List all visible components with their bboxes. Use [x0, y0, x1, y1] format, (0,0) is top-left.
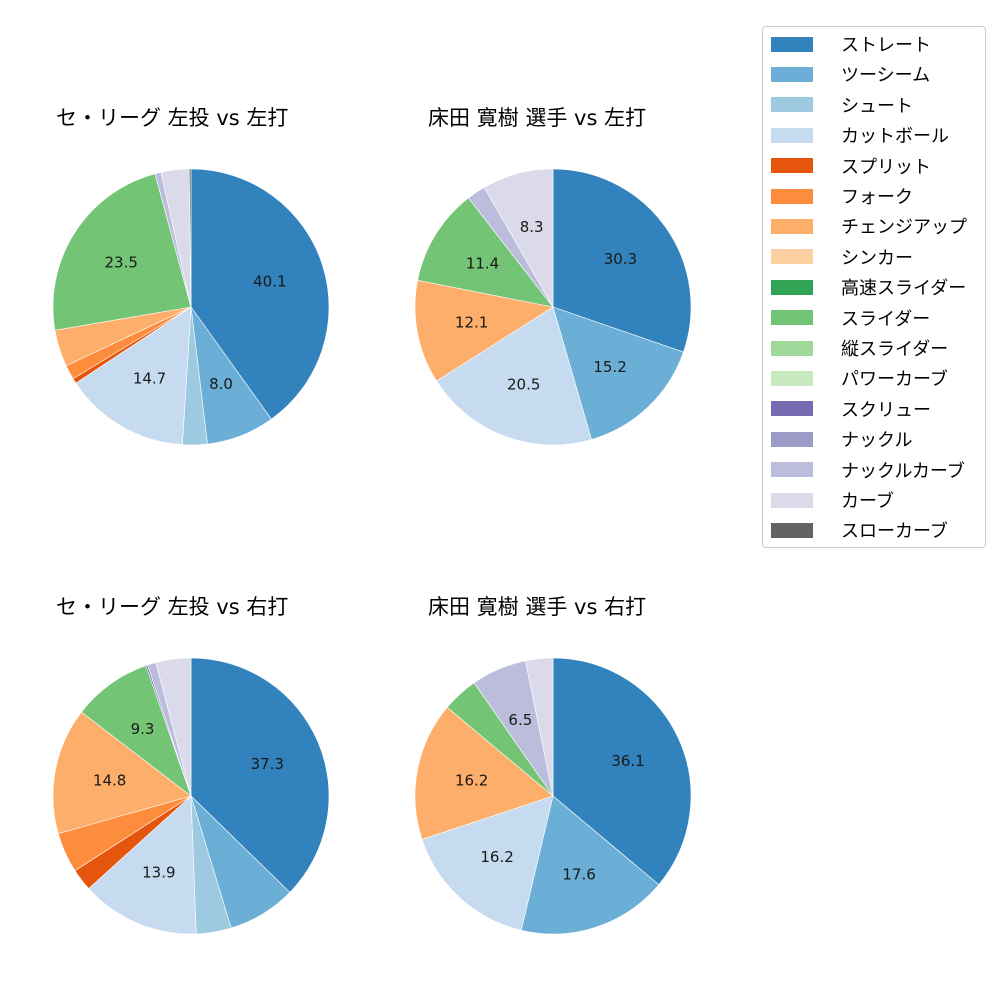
- slice-value-label: 14.8: [93, 771, 126, 789]
- slice-value-label: 16.2: [480, 848, 513, 866]
- chart-title: 床田 寛樹 選手 vs 右打: [428, 595, 647, 619]
- pie-slice-カットボール: [88, 795, 197, 935]
- legend-swatch: [771, 431, 813, 447]
- pie-slice-カーブ: [483, 168, 554, 309]
- pie-slice-スライダー: [81, 665, 192, 797]
- legend-swatch: [771, 370, 813, 386]
- slice-value-label: 36.1: [611, 752, 644, 770]
- pie-slice-ストレート: [190, 168, 330, 420]
- pie-slice-カットボール: [436, 306, 592, 446]
- legend-label: スプリット: [841, 156, 931, 178]
- slice-value-label: 37.3: [251, 755, 284, 773]
- legend-swatch: [771, 279, 813, 295]
- legend-swatch: [771, 310, 813, 326]
- legend-swatch: [771, 522, 813, 538]
- legend-swatch: [771, 249, 813, 265]
- pie-slice-ストレート: [190, 657, 330, 893]
- legend-item: 高速スライダー: [771, 276, 967, 300]
- chart-title: セ・リーグ 左投 vs 左打: [56, 106, 289, 130]
- pie-slice-チェンジアップ: [52, 711, 192, 835]
- legend-swatch: [771, 127, 813, 143]
- legend-label: シュート: [841, 95, 913, 117]
- slice-value-label: 20.5: [507, 375, 540, 393]
- legend-item: フォーク: [771, 185, 913, 208]
- pie-slice-スローカーブ: [188, 168, 192, 308]
- legend-label: 縦スライダー: [841, 339, 949, 360]
- pie-slice-ストレート: [552, 657, 692, 886]
- legend-item: 縦スライダー: [771, 337, 949, 360]
- legend-label: ツーシーム: [841, 65, 931, 87]
- pie-slice-ツーシーム: [520, 795, 660, 935]
- legend-item: ナックルカーブ: [771, 459, 965, 482]
- legend-label: 高速スライダー: [841, 278, 967, 300]
- legend-item: パワーカーブ: [771, 367, 948, 391]
- legend-swatch: [771, 401, 813, 417]
- pie-slice-ストレート: [552, 168, 692, 353]
- pie-slice-カーブ: [155, 657, 192, 797]
- legend-label: シンカー: [841, 247, 913, 269]
- slice-value-label: 8.3: [520, 218, 544, 236]
- slice-value-label: 12.1: [455, 313, 488, 331]
- legend-swatch: [771, 36, 813, 52]
- legend-label: スローカーブ: [841, 521, 948, 543]
- pie-slice-カットボール: [421, 795, 554, 931]
- slice-value-label: 9.3: [131, 720, 155, 738]
- pie-slice-チェンジアップ: [414, 706, 554, 840]
- pie-slice-カーブ: [525, 657, 554, 797]
- legend-label: カットボール: [841, 126, 949, 148]
- slice-value-label: 14.7: [133, 370, 166, 388]
- legend-label: ストレート: [841, 35, 931, 56]
- legend-swatch: [771, 340, 813, 356]
- legend-label: フォーク: [841, 187, 913, 208]
- legend-item: スクリュー: [771, 398, 931, 421]
- legend-item: チェンジアップ: [771, 215, 967, 239]
- legend-label: スクリュー: [841, 399, 931, 421]
- chart-title: 床田 寛樹 選手 vs 左打: [428, 106, 647, 130]
- slice-value-label: 23.5: [105, 253, 138, 271]
- slice-value-label: 40.1: [253, 273, 286, 291]
- legend-swatch: [771, 218, 813, 234]
- legend-item: ストレート: [771, 33, 931, 56]
- legend-swatch: [771, 66, 813, 82]
- legend-item: カットボール: [771, 124, 949, 148]
- legend-item: カーブ: [771, 489, 894, 512]
- legend-label: ナックルカーブ: [841, 460, 965, 482]
- legend-label: チェンジアップ: [841, 217, 967, 239]
- legend-label: カーブ: [841, 491, 894, 512]
- legend-item: ツーシーム: [771, 63, 931, 87]
- slice-value-label: 11.4: [466, 255, 499, 273]
- pie-slice-カットボール: [75, 306, 192, 446]
- legend: ストレートツーシームシュートカットボール スプリットフォークチェンジアップ シンカー…: [762, 26, 986, 548]
- slice-value-label: 17.6: [562, 866, 595, 884]
- legend-swatch: [771, 188, 813, 204]
- legend-item: スライダー: [771, 307, 931, 330]
- legend-item: シュート: [771, 94, 913, 117]
- slice-value-label: 15.2: [593, 358, 626, 376]
- slice-value-label: 30.3: [604, 250, 637, 268]
- pie-slice-スライダー: [52, 173, 192, 331]
- legend-label: パワーカーブ: [841, 369, 948, 391]
- legend-item: スプリット: [771, 155, 931, 178]
- legend-item: シンカー: [771, 246, 913, 269]
- legend-label: スライダー: [841, 308, 931, 330]
- legend-swatch: [771, 492, 813, 508]
- slice-value-label: 6.5: [508, 711, 532, 729]
- slice-value-label: 16.2: [455, 771, 488, 789]
- legend-item: スローカーブ: [771, 519, 948, 543]
- legend-swatch: [771, 97, 813, 113]
- chart-title: セ・リーグ 左投 vs 右打: [56, 595, 289, 619]
- pie-slice-スライダー: [417, 197, 554, 308]
- slice-value-label: 13.9: [142, 863, 175, 881]
- legend-swatch: [771, 462, 813, 478]
- pie-slice-ツーシーム: [552, 306, 684, 440]
- pie-slice-チェンジアップ: [414, 279, 554, 382]
- legend-swatch: [771, 158, 813, 174]
- legend-label: ナックル: [841, 430, 913, 452]
- legend-item: ナックル: [771, 428, 913, 452]
- slice-value-label: 8.0: [209, 375, 233, 393]
